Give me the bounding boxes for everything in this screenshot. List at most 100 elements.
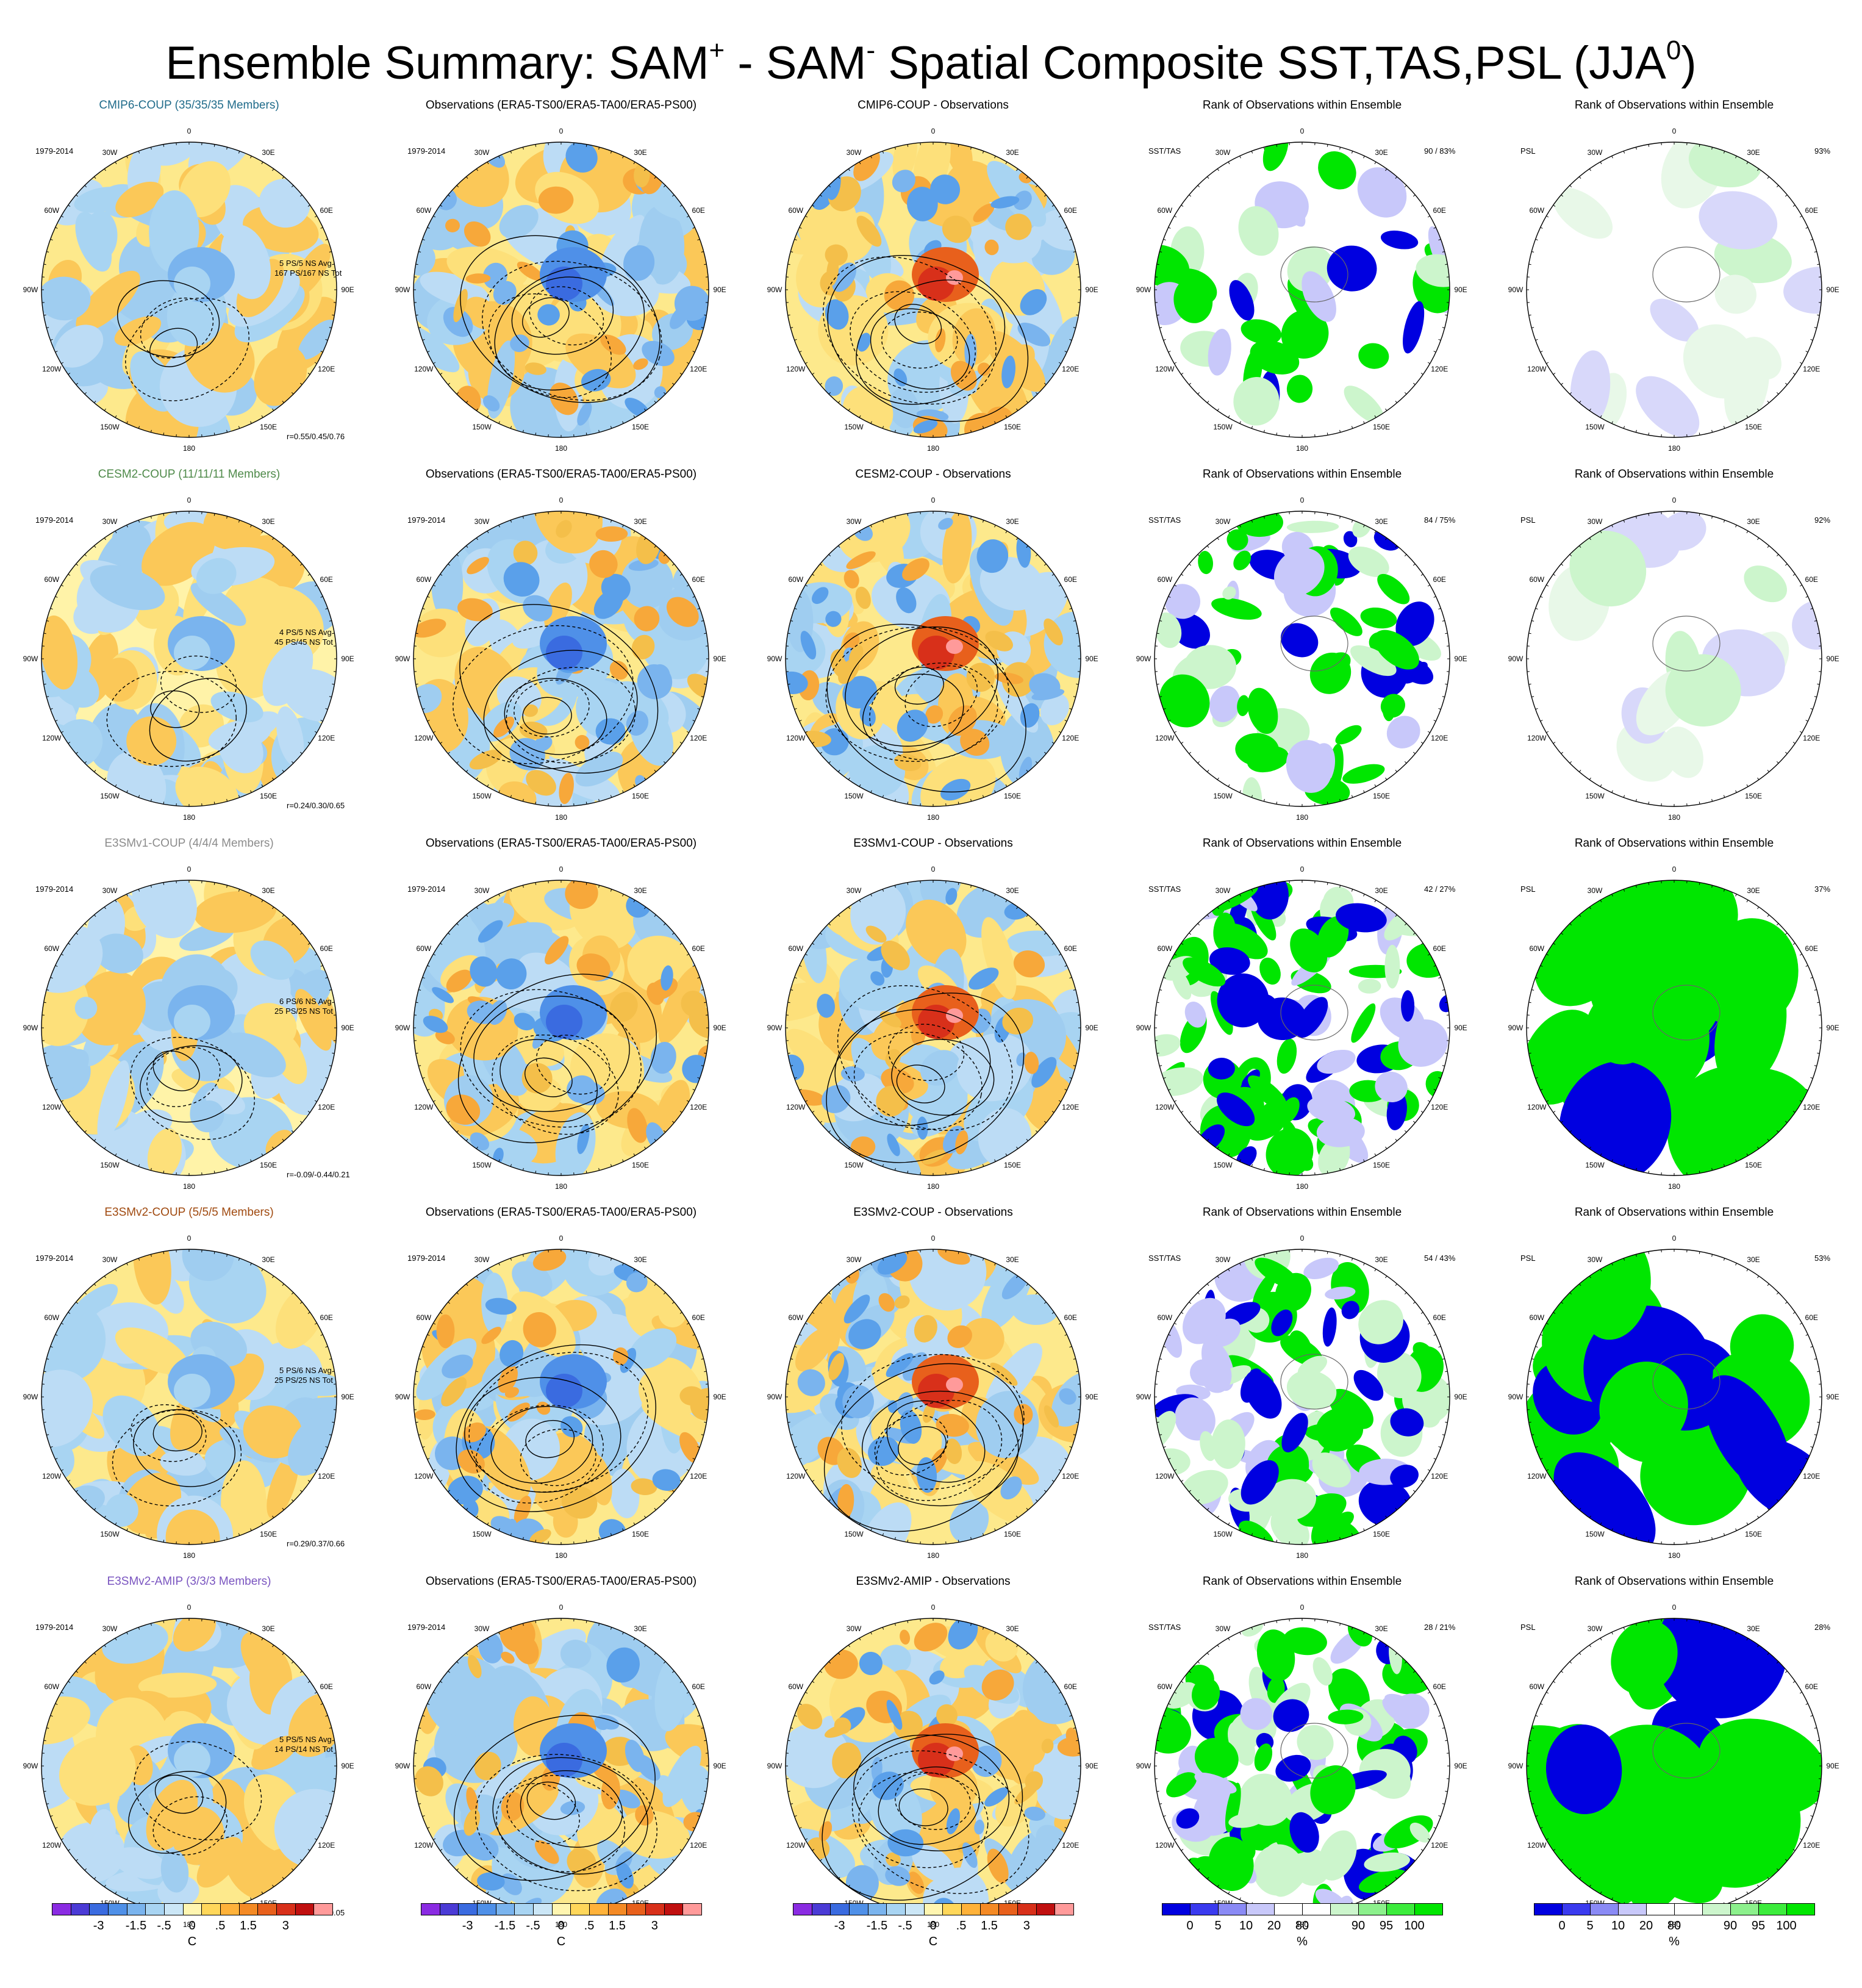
rank-var-label: SST/TAS: [1148, 885, 1181, 894]
lon-label: 120W: [1527, 1472, 1547, 1480]
lon-label: 120E: [690, 1103, 707, 1111]
period-label: 1979-2014: [407, 515, 446, 525]
lon-label: 150E: [1745, 1161, 1762, 1169]
lon-label: 120E: [318, 1472, 335, 1480]
lon-label: 60W: [416, 1682, 431, 1691]
panel-r1-c4: Rank of Observations within Ensemble 0 30E…: [1491, 467, 1857, 835]
colorbar-segment: [1274, 1903, 1303, 1915]
panel-r2-c2: E3SMv1-COUP - Observations 0 30E 60E 90E 120E…: [750, 836, 1116, 1204]
lon-label: 90W: [23, 655, 38, 663]
lon-label: 120E: [1431, 1103, 1448, 1111]
lon-label: 120E: [1803, 365, 1820, 373]
lon-label: 120W: [786, 734, 806, 742]
colorbar-segment: [626, 1903, 646, 1915]
lon-label: 60E: [320, 1313, 333, 1322]
title-mid: - SAM: [725, 37, 867, 89]
colorbar-segment: [495, 1903, 515, 1915]
lon-label: 0: [559, 1603, 564, 1612]
lon-label: 180: [555, 444, 567, 453]
period-label: 1979-2014: [407, 146, 446, 156]
lon-label: 60W: [1157, 944, 1172, 953]
lon-label: 30W: [474, 1624, 490, 1633]
lon-label: 120E: [1803, 1841, 1820, 1850]
lon-label: 90W: [767, 1762, 782, 1770]
panel-r0-c4: Rank of Observations within Ensemble 0 30E…: [1491, 98, 1857, 466]
colorbar-segment: [1330, 1903, 1359, 1915]
colorbar-segment: [551, 1903, 571, 1915]
lon-label: 30W: [474, 1255, 490, 1264]
colorbar-segment: [645, 1903, 665, 1915]
panel-r4-c1: Observations (ERA5-TS00/ERA5-TA00/ERA5-P…: [378, 1574, 744, 1942]
lon-label: 30W: [1588, 148, 1603, 157]
lon-label: 180: [183, 813, 195, 822]
lon-label: 90W: [395, 655, 410, 663]
figure-title: Ensemble Summary: SAM+ - SAM- Spatial Co…: [0, 23, 1862, 91]
lon-label: 0: [187, 1603, 192, 1612]
period-label: 1979-2014: [35, 1623, 74, 1632]
lon-label: 60E: [1433, 944, 1446, 953]
lon-label: 90E: [341, 1024, 354, 1032]
panel-title: E3SMv2-AMIP - Observations: [856, 1575, 1011, 1588]
colorbar-unit: %: [1297, 1935, 1308, 1948]
lon-label: 150W: [100, 1161, 120, 1169]
lon-label: 0: [187, 127, 192, 135]
lon-label: 120E: [1803, 734, 1820, 742]
lon-label: 0: [1300, 127, 1305, 135]
lon-label: 30W: [1588, 886, 1603, 895]
lon-label: 60E: [692, 575, 705, 584]
lon-label: 120E: [318, 1841, 335, 1850]
colorbar-segment: [811, 1903, 831, 1915]
period-label: 1979-2014: [35, 146, 74, 156]
ns-avg: 6 PS/6 NS Avg: [279, 997, 332, 1006]
lon-label: 90W: [395, 285, 410, 294]
map-field: [1527, 1249, 1822, 1545]
lon-label: 120E: [1803, 1472, 1820, 1480]
colorbar-segment: [1386, 1903, 1415, 1915]
rank-var-label: PSL: [1520, 885, 1536, 894]
rank-var-label: SST/TAS: [1148, 1254, 1181, 1263]
colorbar-tick: 0: [557, 1919, 565, 1932]
colorbar-tick: .5: [584, 1919, 595, 1932]
panel-title: Rank of Observations within Ensemble: [1202, 1575, 1402, 1588]
lon-label: 90W: [1136, 1024, 1151, 1032]
colorbar-segment: [421, 1903, 440, 1915]
lon-label: 60W: [1157, 1682, 1172, 1691]
lon-label: 150E: [260, 1530, 277, 1538]
lon-label: 60W: [1529, 1682, 1544, 1691]
lon-label: 180: [1296, 1920, 1308, 1929]
rank-var-label: PSL: [1520, 1623, 1536, 1632]
lon-label: 90W: [1508, 655, 1524, 663]
panel-r0-c1: Observations (ERA5-TS00/ERA5-TA00/ERA5-P…: [378, 98, 744, 466]
lon-label: 180: [555, 1551, 567, 1560]
lon-label: 180: [1668, 1182, 1680, 1191]
lon-label: 90W: [767, 1393, 782, 1401]
lon-label: 30E: [1747, 1255, 1760, 1264]
colorbar-segment: [886, 1903, 906, 1915]
lon-label: 60E: [1805, 206, 1818, 215]
lon-label: 60W: [416, 206, 431, 215]
colorbar-segment: [1036, 1903, 1056, 1915]
panel-r3-c1: Observations (ERA5-TS00/ERA5-TA00/ERA5-P…: [378, 1205, 744, 1573]
title-sup-plus: +: [709, 35, 725, 65]
lon-label: 150W: [472, 423, 492, 431]
lon-label: 30W: [847, 1255, 862, 1264]
lon-label: 90E: [713, 1393, 726, 1401]
lon-label: 90W: [395, 1024, 410, 1032]
lon-label: 120W: [414, 734, 434, 742]
lon-label: 150W: [100, 1530, 120, 1538]
panel-r2-c1: Observations (ERA5-TS00/ERA5-TA00/ERA5-P…: [378, 836, 744, 1204]
lon-label: 120W: [414, 1472, 434, 1480]
colorbar-segment: [1702, 1903, 1731, 1915]
map-field: [1527, 880, 1822, 1175]
panel-r4-c0: E3SMv2-AMIP (3/3/3 Members) 0 30E 60E 90E 120…: [6, 1574, 372, 1942]
temp-colorbar-2: -3 -1.5 -.5 0 .5 1.5 3 C: [421, 1903, 702, 1970]
lon-label: 0: [1672, 1603, 1677, 1612]
lon-label: 120W: [42, 365, 62, 373]
colorbar-unit: C: [556, 1935, 566, 1948]
lon-label: 30W: [847, 148, 862, 157]
lon-label: 90W: [1508, 1024, 1524, 1032]
colorbar-tick: 100: [1776, 1919, 1797, 1932]
